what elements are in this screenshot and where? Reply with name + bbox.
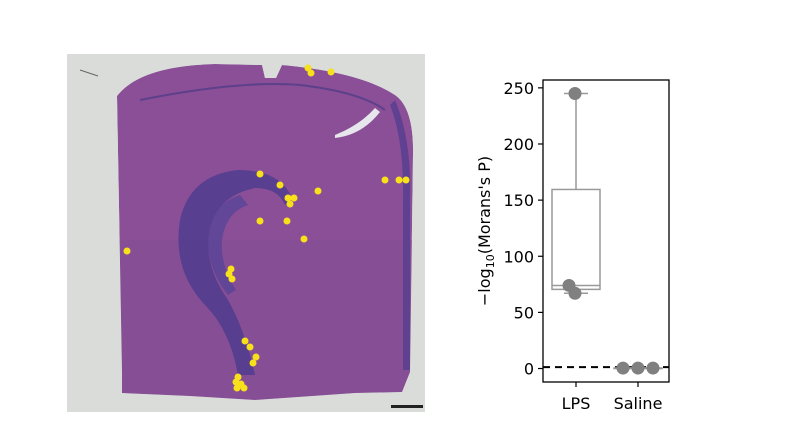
spot	[286, 200, 294, 208]
spot	[249, 359, 257, 367]
spot	[228, 275, 236, 283]
data-point	[631, 361, 645, 375]
spot-overlay	[123, 64, 410, 392]
spot	[246, 343, 254, 351]
cortex-border	[139, 83, 386, 111]
x-tick-label: LPS	[562, 394, 591, 413]
tissue-fiber	[79, 69, 99, 77]
y-tick-label: 200	[503, 135, 534, 154]
spot	[307, 69, 315, 77]
scale-bar	[391, 405, 423, 408]
data-point	[646, 361, 660, 375]
x-axis-labels: LPS Saline	[562, 382, 663, 413]
hippocampus-inner	[208, 195, 248, 295]
y-tick-label: 150	[503, 191, 534, 210]
spot	[276, 181, 284, 189]
y-axis-label: −log10(Morans's P)	[475, 156, 497, 306]
data-point	[568, 86, 582, 100]
y-tick-label: 250	[503, 79, 534, 98]
spot	[290, 194, 298, 202]
spot	[240, 384, 248, 392]
spot	[252, 353, 260, 361]
spot	[284, 194, 292, 202]
spot	[395, 176, 403, 184]
box	[551, 188, 601, 291]
spot	[314, 187, 322, 195]
spot	[327, 68, 335, 76]
y-tick-label: 0	[524, 360, 534, 379]
data-point	[568, 286, 582, 300]
tissue-panel	[67, 54, 425, 412]
spot	[241, 337, 249, 345]
box-layer	[551, 92, 663, 370]
y-axis-ticks: 0 50 100 150 200 250	[503, 79, 543, 379]
plot-frame	[542, 79, 670, 383]
hippocampus-outline	[178, 170, 292, 375]
data-point	[616, 361, 630, 375]
right-edge-shading	[390, 100, 411, 370]
spot	[283, 217, 291, 225]
spot	[233, 384, 241, 392]
spot	[300, 235, 308, 243]
box-plot-panel: 0 50 100 150 200 250 LPS Saline −log10(Morans'…	[475, 79, 670, 413]
y-tick-label: 50	[514, 303, 534, 322]
y-tick-label: 100	[503, 247, 534, 266]
point-layer	[562, 86, 660, 375]
x-tick-label: Saline	[614, 394, 663, 413]
spot	[256, 170, 264, 178]
ventricle-tear	[335, 108, 380, 138]
spot	[123, 247, 131, 255]
spot	[256, 217, 264, 225]
spot	[381, 176, 389, 184]
tissue-lower-tone	[117, 240, 414, 400]
spot	[402, 176, 410, 184]
